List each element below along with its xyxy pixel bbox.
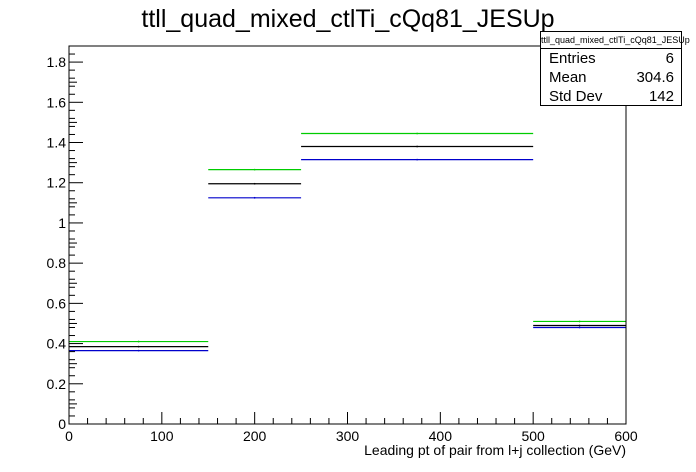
- stats-value: 142: [648, 88, 674, 105]
- stats-value: 304.6: [636, 69, 674, 86]
- bin-marker: [253, 182, 256, 185]
- bin-marker: [137, 349, 140, 352]
- x-tick-label: 100: [150, 428, 174, 444]
- y-tick-label: 0: [58, 416, 66, 432]
- y-tick-label: 1.2: [47, 175, 67, 191]
- x-axis-label: Leading pt of pair from l+j collection (…: [364, 442, 626, 458]
- bin-marker: [253, 168, 256, 171]
- bin-marker: [137, 340, 140, 343]
- x-tick-label: 200: [243, 428, 267, 444]
- x-tick-label: 300: [336, 428, 360, 444]
- y-tick-label: 0.2: [47, 376, 67, 392]
- chart-title: ttll_quad_mixed_ctlTi_cQq81_JESUp: [141, 5, 555, 33]
- bin-marker: [416, 132, 419, 135]
- bin-marker: [137, 345, 140, 348]
- y-tick-label: 0.4: [47, 336, 67, 352]
- x-tick-label: 0: [65, 428, 73, 444]
- bin-marker: [578, 320, 581, 323]
- axis-layer: 0 100 200 300 400 500 600 0 0.2 0.4 0.6 0.8 1 1.2 1.4 1…: [47, 45, 638, 444]
- bin-marker: [578, 324, 581, 327]
- bin-marker: [416, 145, 419, 148]
- y-tick-label: 0.8: [47, 255, 67, 271]
- x-tick-label: 500: [521, 428, 545, 444]
- stats-label: Mean: [549, 69, 587, 86]
- stats-row-mean: Mean 304.6: [541, 68, 681, 87]
- bin-marker: [416, 158, 419, 161]
- stats-box: ttll_quad_mixed_ctlTi_cQq81_JESUp Entrie…: [540, 31, 690, 106]
- y-tick-label: 1.4: [47, 135, 67, 151]
- y-tick-label: 1.8: [47, 54, 67, 70]
- stats-row-entries: Entries 6: [541, 49, 681, 68]
- series-layer: [69, 132, 626, 352]
- stats-box-title: ttll_quad_mixed_ctlTi_cQq81_JESUp: [541, 32, 690, 49]
- y-tick-label: 1: [58, 215, 66, 231]
- x-tick-label: 600: [614, 428, 638, 444]
- x-tick-label: 400: [429, 428, 453, 444]
- stats-label: Std Dev: [549, 88, 603, 105]
- stats-value: 6: [665, 50, 674, 67]
- stats-row-stddev: Std Dev 142: [541, 87, 681, 106]
- bin-marker: [578, 326, 581, 329]
- y-tick-label: 1.6: [47, 94, 67, 110]
- bin-marker: [253, 196, 256, 199]
- y-tick-label: 0.6: [47, 295, 67, 311]
- stats-label: Entries: [549, 50, 596, 67]
